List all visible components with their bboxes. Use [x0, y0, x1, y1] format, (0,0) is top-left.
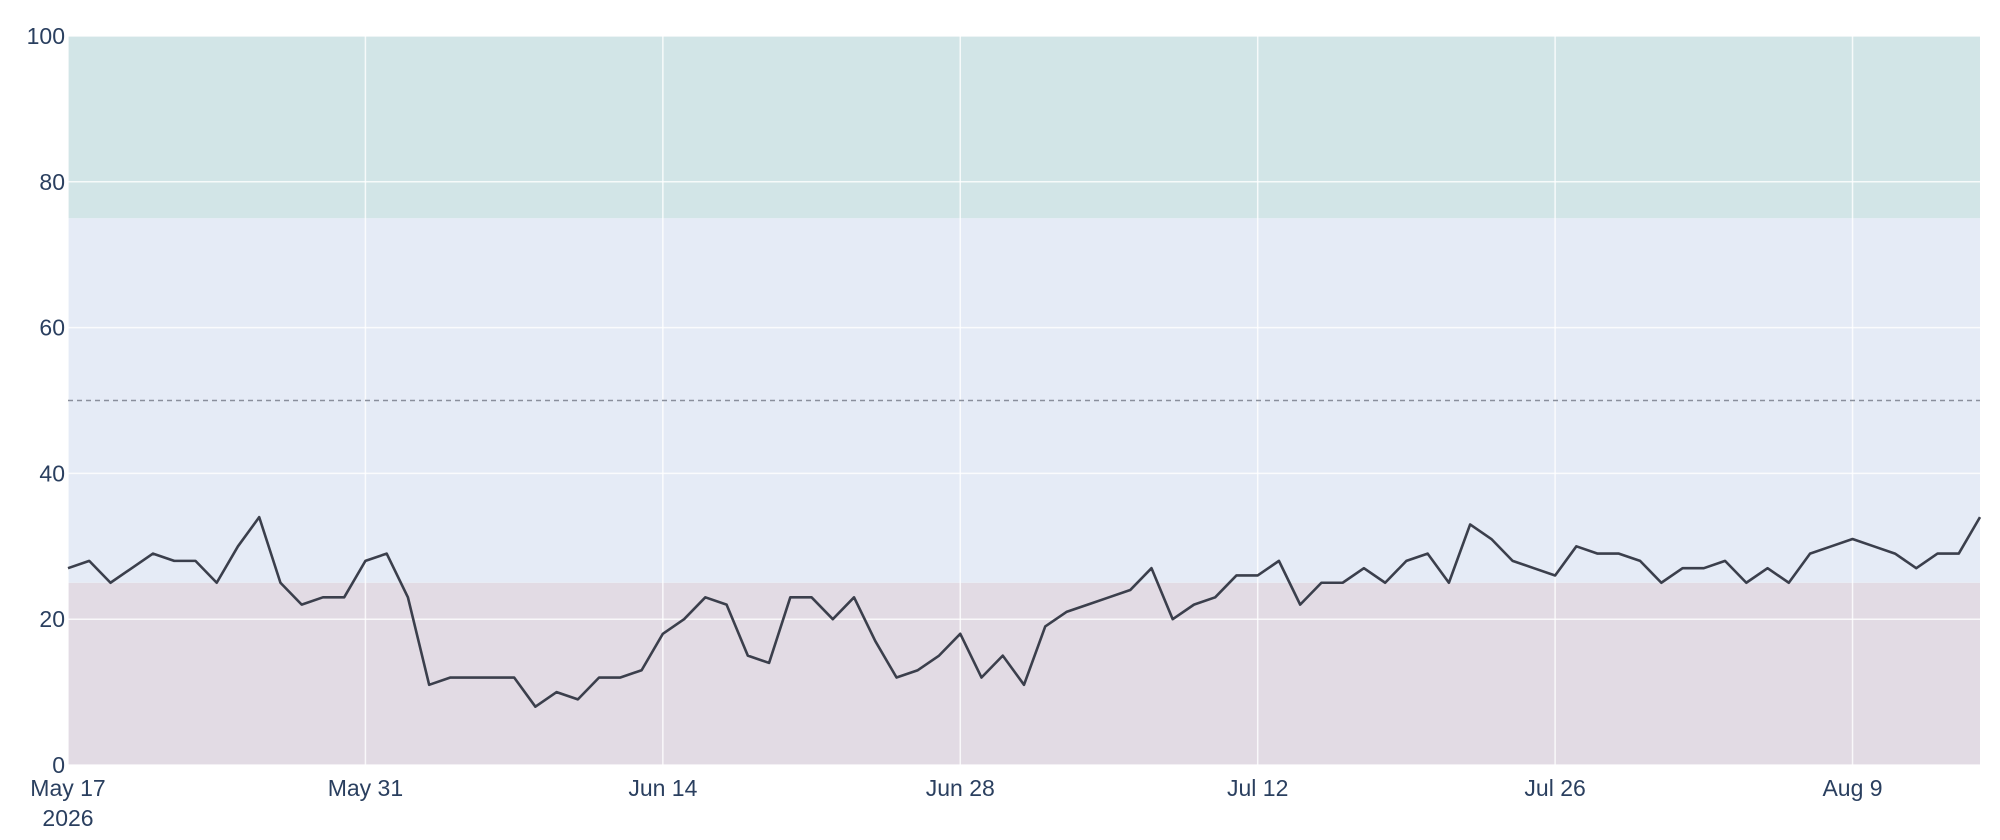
y-tick-label: 20: [39, 606, 65, 632]
x-tick-label: Jul 26: [1524, 775, 1585, 801]
y-tick-label: 40: [39, 460, 65, 486]
data-line: [67, 515, 1982, 708]
y-tick-label: 100: [27, 23, 65, 49]
x-tick-label: May 17 2026: [30, 775, 105, 831]
x-tick-label-line: Jul 12: [1227, 775, 1288, 801]
x-tick-label-line: 2026: [42, 805, 93, 831]
x-tick-label-line: Jun 14: [628, 775, 697, 801]
band: [68, 36, 1980, 219]
x-tick-label: Jun 28: [926, 775, 995, 801]
x-tick-label: Aug 9: [1822, 775, 1882, 801]
y-tick-label: 0: [52, 752, 65, 778]
y-tick-label: 80: [39, 169, 65, 195]
x-tick-label: Jun 14: [628, 775, 697, 801]
y-tick-label: 60: [39, 315, 65, 341]
x-tick-label: Jul 12: [1227, 775, 1288, 801]
x-tick-label-line: May 17: [30, 775, 105, 801]
x-tick-label-line: Aug 9: [1822, 775, 1882, 801]
x-tick-label-line: May 31: [328, 775, 403, 801]
x-tick-label-line: Jun 28: [926, 775, 995, 801]
x-tick-label-line: Jul 26: [1524, 775, 1585, 801]
band: [68, 582, 1980, 765]
x-tick-label: May 31: [328, 775, 403, 801]
